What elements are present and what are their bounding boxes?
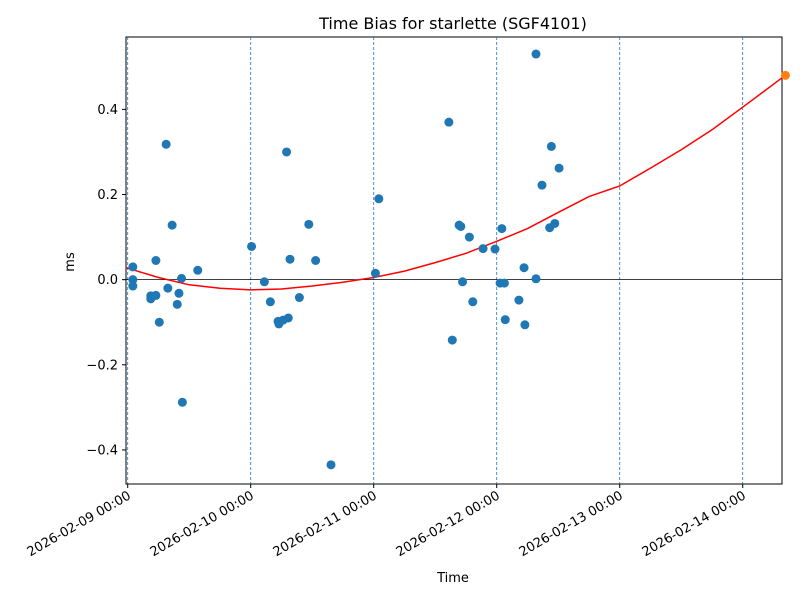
predicted-point	[780, 70, 790, 80]
data-point	[265, 297, 275, 307]
data-point	[259, 277, 269, 287]
data-point	[177, 273, 187, 283]
data-point	[172, 299, 182, 309]
data-point	[478, 244, 488, 254]
x-tick-label: 2026-02-10 00:00	[148, 488, 257, 560]
data-point	[531, 274, 541, 284]
data-point	[464, 232, 474, 242]
y-tick-label: 0.4	[97, 103, 118, 118]
data-point	[374, 194, 384, 204]
data-point	[282, 147, 292, 157]
data-point	[174, 288, 184, 298]
data-point	[554, 163, 564, 173]
data-point	[326, 460, 336, 470]
data-point	[447, 335, 457, 345]
data-point	[550, 218, 560, 228]
data-point	[128, 281, 138, 291]
data-point	[161, 139, 171, 149]
data-point	[519, 263, 529, 273]
data-point	[499, 278, 509, 288]
x-axis-ticks: 2026-02-09 00:00 2026-02-10 00:00 2026-02-…	[25, 484, 749, 560]
x-tick-label: 2026-02-12 00:00	[394, 488, 503, 560]
data-point	[370, 268, 380, 278]
data-point	[167, 220, 177, 230]
data-point	[283, 313, 293, 323]
y-tick-label: −0.2	[86, 358, 118, 373]
y-tick-label: 0.2	[97, 188, 118, 203]
data-point	[151, 290, 161, 300]
x-tick-label: 2026-02-13 00:00	[517, 488, 626, 560]
data-point	[304, 219, 314, 229]
x-tick-label: 2026-02-09 00:00	[25, 488, 134, 560]
y-axis-ticks: −0.4 −0.2 0.0 0.2 0.4	[86, 103, 126, 458]
data-point	[193, 265, 203, 275]
data-point	[456, 221, 466, 231]
data-point	[500, 315, 510, 325]
data-point	[151, 256, 161, 265]
data-point	[520, 320, 530, 330]
y-tick-label: 0.0	[97, 273, 118, 288]
plot-area	[125, 36, 790, 485]
data-point	[458, 277, 468, 287]
x-axis-label: Time	[436, 571, 469, 586]
data-point	[128, 262, 138, 272]
data-point	[285, 254, 295, 264]
y-axis-label: ms	[63, 252, 78, 272]
data-point	[531, 49, 541, 59]
data-point	[163, 283, 173, 293]
data-point	[294, 293, 304, 303]
data-point	[444, 117, 454, 127]
data-point	[546, 141, 556, 151]
y-tick-label: −0.4	[86, 443, 118, 458]
x-tick-label: 2026-02-11 00:00	[271, 488, 380, 560]
data-point	[247, 241, 257, 251]
data-point	[128, 275, 138, 285]
chart-title: Time Bias for starlette (SGF4101)	[318, 14, 587, 33]
data-point	[154, 317, 164, 327]
data-point	[177, 397, 187, 407]
data-point	[311, 256, 321, 265]
fit-curve	[125, 74, 786, 291]
data-point	[497, 224, 507, 234]
plot-frame	[125, 36, 783, 485]
data-point	[514, 295, 524, 305]
x-tick-label: 2026-02-14 00:00	[640, 488, 749, 560]
data-point	[537, 180, 547, 190]
data-point	[468, 297, 478, 307]
data-point	[490, 244, 500, 254]
